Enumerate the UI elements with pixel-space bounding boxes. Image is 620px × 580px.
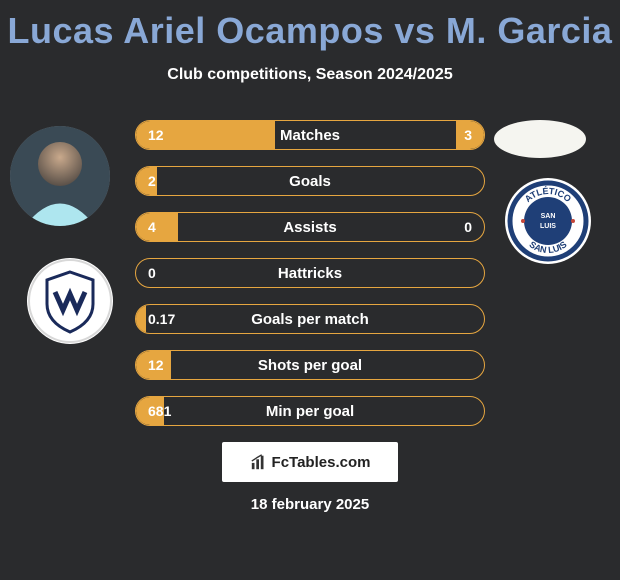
stat-label: Hattricks <box>136 265 484 282</box>
stat-label: Min per goal <box>136 403 484 420</box>
stat-label: Goals <box>136 173 484 190</box>
player-left-club-badge <box>27 258 113 344</box>
svg-text:SAN: SAN <box>541 213 556 220</box>
stat-row: 4 Assists 0 <box>135 212 485 242</box>
stat-row: 2 Goals <box>135 166 485 196</box>
stat-row: 12 Matches 3 <box>135 120 485 150</box>
chart-icon <box>250 453 268 471</box>
stat-row: 0 Hattricks <box>135 258 485 288</box>
stat-label: Matches <box>136 127 484 144</box>
stat-row: 0.17 Goals per match <box>135 304 485 334</box>
comparison-title: Lucas Ariel Ocampos vs M. Garcia <box>0 0 620 52</box>
player-left-photo <box>10 126 110 226</box>
stat-label: Assists <box>136 219 484 236</box>
comparison-subtitle: Club competitions, Season 2024/2025 <box>0 66 620 84</box>
stats-container: 12 Matches 3 2 Goals 4 Assists 0 0 Hattr… <box>135 120 485 442</box>
svg-text:LUIS: LUIS <box>540 223 556 230</box>
stat-value-right: 0 <box>464 219 472 235</box>
watermark-badge: FcTables.com <box>222 442 398 482</box>
stat-row: 12 Shots per goal <box>135 350 485 380</box>
stat-label: Goals per match <box>136 311 484 328</box>
stat-value-right: 3 <box>464 127 472 143</box>
date-text: 18 february 2025 <box>0 496 620 513</box>
watermark-text: FcTables.com <box>272 454 371 471</box>
stat-row: 681 Min per goal <box>135 396 485 426</box>
player-right-oval <box>494 120 586 158</box>
player-right-club-badge: ATLÉTICO SAN LUIS SAN LUIS <box>505 178 591 264</box>
stat-label: Shots per goal <box>136 357 484 374</box>
